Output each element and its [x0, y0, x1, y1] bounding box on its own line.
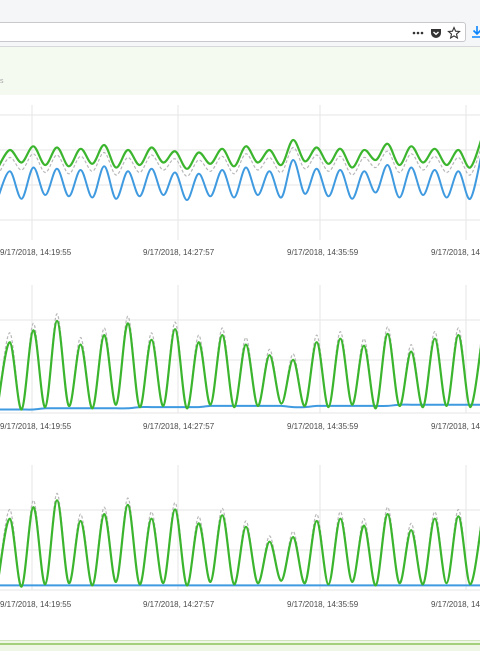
x-tick-label: 9/17/2018, 14:27:57	[143, 422, 215, 431]
x-tick-label: 9/17/2018, 14:35:59	[287, 248, 359, 257]
x-tick-label: 9/17/2018, 14:19:55	[0, 248, 72, 257]
bottom-progress-bar	[0, 643, 480, 645]
series-line-green	[0, 499, 480, 588]
series-line-green	[0, 319, 480, 411]
x-tick-label: 9/17/2018, 14:27:57	[143, 248, 215, 257]
x-tick-label: 9/17/2018, 14:4	[431, 248, 480, 257]
x-tick-label: 9/17/2018, 14:4	[431, 422, 480, 431]
bottom-status-bar	[0, 640, 480, 651]
download-icon[interactable]	[470, 25, 480, 39]
x-tick-label: 9/17/2018, 14:27:57	[143, 600, 215, 609]
x-tick-label: 9/17/2018, 14:4	[431, 600, 480, 609]
banner-hint-text: s	[0, 78, 4, 85]
browser-toolbar	[0, 0, 480, 47]
x-tick-label: 9/17/2018, 14:35:59	[287, 600, 359, 609]
more-icon[interactable]	[411, 26, 425, 40]
x-tick-label: 9/17/2018, 14:19:55	[0, 600, 72, 609]
series-line-green	[0, 138, 480, 170]
star-icon[interactable]	[447, 26, 461, 40]
page-header-banner	[0, 47, 480, 95]
chart-1: 9/17/2018, 14:19:55 9/17/2018, 14:27:57 9/…	[0, 105, 480, 257]
pocket-icon[interactable]	[429, 26, 443, 40]
x-tick-label: 9/17/2018, 14:35:59	[287, 422, 359, 431]
address-bar[interactable]	[0, 22, 466, 42]
series-line-blue	[0, 403, 480, 411]
series-line-gray	[0, 146, 480, 177]
x-tick-label: 9/17/2018, 14:19:55	[0, 422, 72, 431]
series-line-blue	[0, 156, 480, 202]
chart-2: 9/17/2018, 14:19:55 9/17/2018, 14:27:57 9/…	[0, 285, 480, 431]
chart-3: 9/17/2018, 14:19:55 9/17/2018, 14:27:57 9/…	[0, 465, 480, 609]
